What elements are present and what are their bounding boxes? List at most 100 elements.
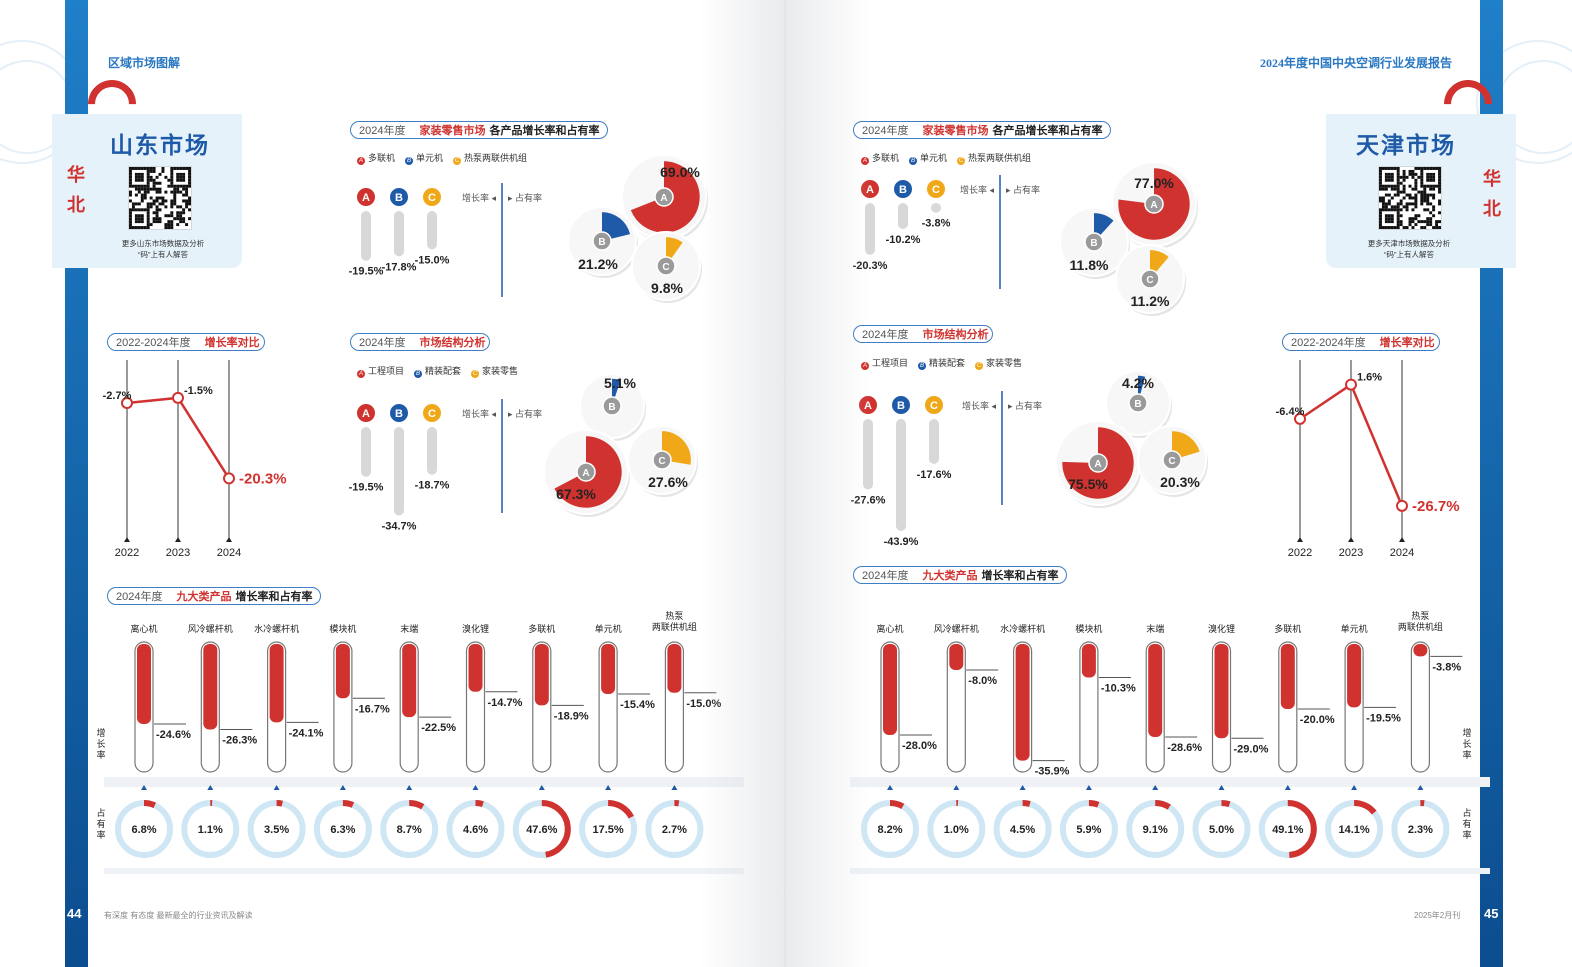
pill-structure: 2024年度 市场结构分析 bbox=[350, 333, 491, 351]
product-column: 末端 -22.5% 8.7% bbox=[380, 623, 456, 858]
legend-marker: A bbox=[861, 362, 869, 370]
axis-label-growth: 增长率 ◂ bbox=[962, 400, 997, 411]
legend-marker: B bbox=[918, 362, 927, 370]
share-value: 5.9% bbox=[1076, 824, 1101, 836]
growth-fill bbox=[534, 644, 549, 706]
product-name: 离心机 bbox=[130, 623, 157, 634]
product-column: 溴化锂 -14.7% 4.6% bbox=[446, 623, 523, 858]
region-label: 华北 bbox=[1483, 169, 1501, 219]
legend-marker: B bbox=[414, 370, 423, 378]
market-name: 天津市场 bbox=[1356, 132, 1456, 158]
growth-value: -18.9% bbox=[554, 710, 589, 722]
market-name: 山东市场 bbox=[110, 132, 210, 158]
product-column: 热泵两联供机组 -3.8% 2.3% bbox=[1391, 610, 1463, 858]
bubble-category-marker: A bbox=[1150, 200, 1157, 211]
bubble-value: 27.6% bbox=[648, 474, 688, 490]
product-column: 末端 -28.6% 9.1% bbox=[1126, 623, 1202, 858]
trend-value: -1.5% bbox=[184, 385, 213, 397]
product-column: 风冷螺杆机 -8.0% 1.0% bbox=[927, 623, 999, 858]
product-column: 溴化锂 -29.0% 5.0% bbox=[1192, 623, 1269, 858]
trend-point bbox=[121, 397, 133, 409]
axis-label-share: ▸ 占有率 bbox=[1008, 400, 1042, 411]
product-column: 多联机 -20.0% 49.1% bbox=[1258, 623, 1335, 858]
growth-bar-B: B -43.9% bbox=[884, 394, 919, 548]
growth-bar-B: B -10.2% bbox=[886, 178, 921, 246]
legend: A 多联机 B 单元机 C 热泵两联供机组 bbox=[357, 151, 537, 165]
growth-bar-C: C -17.6% bbox=[917, 394, 952, 481]
legend-marker: C bbox=[453, 157, 462, 165]
share-bubble-B: B 5.1% bbox=[579, 373, 646, 441]
legend-marker: A bbox=[357, 370, 365, 378]
product-column: 水冷螺杆机 -24.1% 3.5% bbox=[247, 623, 324, 858]
legend-marker: B bbox=[909, 157, 918, 165]
legend-marker: C bbox=[957, 157, 966, 165]
growth-fill bbox=[1214, 644, 1229, 739]
product-name: 风冷螺杆机 bbox=[188, 623, 233, 634]
product-name: 模块机 bbox=[1075, 623, 1102, 634]
axis-label-growth: 增长率 ◂ bbox=[462, 408, 497, 419]
growth-fill bbox=[949, 644, 964, 670]
share-axis-label: 率 bbox=[96, 829, 105, 840]
share-arc bbox=[1353, 800, 1377, 815]
share-bubble-C: C 20.3% bbox=[1137, 425, 1208, 497]
growth-value: -28.0% bbox=[902, 740, 937, 752]
bubble-value: 75.5% bbox=[1068, 476, 1108, 492]
qr-code[interactable] bbox=[1378, 166, 1442, 230]
pill-retail: 2024年度 家装零售市场 各产品增长率和占有率 bbox=[350, 121, 609, 139]
growth-value: -22.5% bbox=[421, 722, 456, 734]
x-tick-label: 2024 bbox=[217, 547, 241, 559]
product-column: 模块机 -10.3% 5.9% bbox=[1059, 623, 1136, 858]
trend-point bbox=[1345, 378, 1357, 391]
trend-value: -6.4% bbox=[1276, 406, 1305, 418]
pill-highlight: 增长率对比 bbox=[1379, 337, 1435, 349]
share-value: 6.3% bbox=[330, 824, 355, 836]
growth-value: -29.0% bbox=[1234, 743, 1269, 755]
legend-item: B 精装配套 bbox=[918, 358, 966, 370]
growth-axis-label: 增 bbox=[1462, 727, 1471, 738]
product-column: 单元机 -19.5% 14.1% bbox=[1325, 623, 1401, 858]
bar-value: -10.2% bbox=[886, 234, 921, 246]
bar-value: -15.0% bbox=[415, 254, 450, 266]
legend-marker: A bbox=[861, 157, 869, 165]
growth-value: -3.8% bbox=[1432, 661, 1461, 673]
legend-item: B 单元机 bbox=[909, 153, 948, 165]
growth-axis-label: 率 bbox=[96, 749, 105, 760]
growth-fill bbox=[1148, 644, 1163, 737]
product-column: 水冷螺杆机 -35.9% 4.5% bbox=[993, 623, 1070, 858]
growth-fill bbox=[468, 644, 483, 692]
growth-value: -24.1% bbox=[289, 727, 324, 739]
bubble-category-marker: C bbox=[662, 262, 669, 273]
growth-bar-B: B -34.7% bbox=[382, 402, 417, 532]
growth-bar-C: C -15.0% bbox=[415, 186, 450, 266]
bar-value: -34.7% bbox=[382, 520, 417, 532]
pill-highlight: 九大类产品 bbox=[922, 570, 978, 582]
axis-label-share: ▸ 占有率 bbox=[1006, 184, 1040, 195]
pill-subtitle: 各产品增长率和占有率 bbox=[992, 125, 1103, 137]
product-name: 溴化锂 bbox=[462, 623, 489, 634]
qr-code[interactable] bbox=[128, 166, 192, 230]
growth-value: -8.0% bbox=[968, 675, 997, 687]
growth-bar-A: A -27.6% bbox=[851, 394, 886, 506]
legend: A 工程项目 B 精装配套 C 家装零售 bbox=[861, 356, 1032, 370]
bubble-value: 67.3% bbox=[556, 486, 596, 502]
share-arc bbox=[1088, 800, 1100, 808]
product-column: 模块机 -16.7% 6.3% bbox=[313, 623, 390, 858]
pill-trend: 2022-2024年度 增长率对比 bbox=[1282, 333, 1440, 351]
share-bubble-B: B 4.2% bbox=[1105, 370, 1172, 438]
growth-value: -10.3% bbox=[1101, 682, 1136, 694]
pill-subtitle: 增长率和占有率 bbox=[981, 570, 1059, 582]
growth-value: -15.4% bbox=[620, 699, 655, 711]
product-name: 离心机 bbox=[876, 623, 903, 634]
trend-point bbox=[1396, 499, 1408, 512]
share-bubble-C: C 9.8% bbox=[631, 231, 702, 303]
bubble-category-marker: A bbox=[582, 468, 589, 479]
bubble-value: 9.8% bbox=[651, 280, 683, 296]
product-name: 风冷螺杆机 bbox=[934, 623, 979, 634]
growth-fill bbox=[203, 644, 218, 730]
legend-item: A 多联机 bbox=[861, 153, 900, 165]
share-value: 3.5% bbox=[264, 824, 289, 836]
bubble-value: 5.1% bbox=[604, 375, 636, 391]
share-bubble-B: B 21.2% bbox=[567, 206, 638, 278]
legend: A 工程项目 B 精装配套 C 家装零售 bbox=[357, 364, 528, 378]
bar-category-marker: B bbox=[395, 192, 403, 204]
